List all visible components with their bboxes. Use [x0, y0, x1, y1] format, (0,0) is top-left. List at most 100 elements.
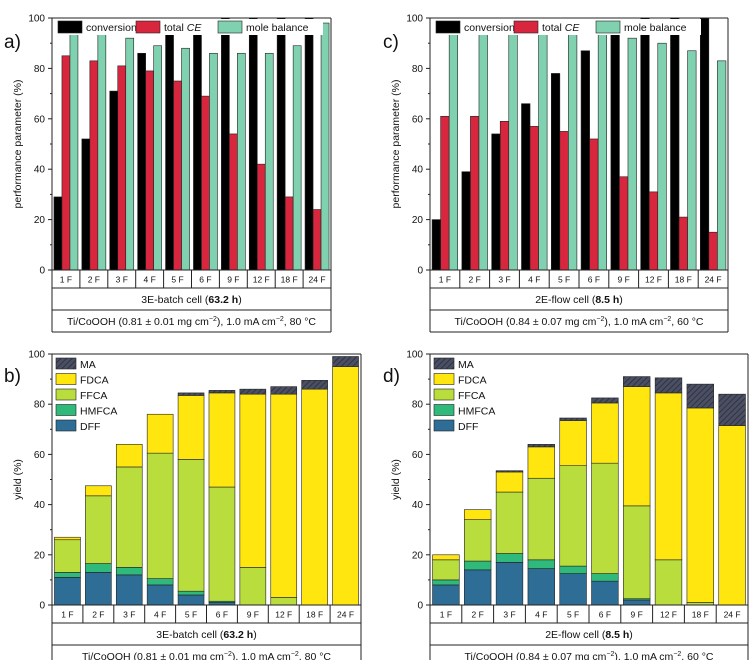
- x-tick-label: 24 F: [705, 275, 722, 285]
- segment-ffca: [177, 459, 205, 592]
- segment-dff: [559, 573, 587, 606]
- bar-conversion: [461, 171, 471, 271]
- segment-fdca: [239, 393, 267, 568]
- bar-conversion: [304, 17, 314, 271]
- segment-ffca: [54, 539, 81, 573]
- legend: MA FDCA FFCA HMFCA DFF: [55, 357, 117, 433]
- y-tick-label: 80: [412, 64, 424, 75]
- bar-total-ce: [89, 60, 99, 271]
- x-axis-label: 2E-flow cell (8.5 h): [535, 294, 623, 306]
- legend-label: FDCA: [458, 375, 487, 387]
- segment-dff: [146, 584, 174, 606]
- segment-dff: [464, 569, 492, 606]
- legend-label: DFF: [80, 421, 100, 433]
- bar-conversion: [550, 73, 561, 271]
- bar-total-ce: [229, 133, 238, 271]
- legend-label: mole balance: [246, 22, 309, 34]
- bar-mole-balance: [97, 30, 107, 271]
- legend-swatch: [433, 419, 455, 432]
- legend-label: conversion: [464, 22, 515, 34]
- y-tick-label: 80: [34, 400, 46, 411]
- bar-mole-balance: [292, 45, 302, 271]
- x-tick-label: 18 F: [675, 275, 692, 285]
- x-tick-label: 24 F: [309, 275, 326, 285]
- bar-total-ce: [173, 80, 182, 271]
- bar-total-ce: [201, 95, 210, 271]
- y-tick-label: 40: [34, 500, 46, 511]
- y-tick-label: 100: [28, 350, 45, 361]
- x-tick-label: 9 F: [631, 610, 643, 620]
- x-tick-label: 4 F: [154, 610, 166, 620]
- segment-ma: [718, 393, 746, 426]
- y-tick-label: 20: [412, 215, 424, 226]
- segment-fdca: [177, 395, 205, 460]
- segment-fdca: [527, 446, 555, 479]
- bar-total-ce: [678, 216, 688, 271]
- panel-a: a) performance parameter (%) 0 20 40 60 80 100 1…: [4, 14, 332, 333]
- condition-label: Ti/CoOOH (0.84 ± 0.07 mg cm−2), 1.0 mA c…: [464, 651, 713, 660]
- bar-conversion: [610, 22, 620, 271]
- y-tick-label: 20: [34, 215, 46, 226]
- x-tick-label: 2 F: [88, 275, 100, 285]
- x-tick-label: 9 F: [618, 275, 630, 285]
- x-tick-label: 1 F: [439, 275, 451, 285]
- y-axis-label: performance parameter (%): [390, 80, 402, 209]
- x-tick-label: 3 F: [503, 610, 515, 620]
- bar-total-ce: [284, 196, 294, 271]
- condition-label: Ti/CoOOH (0.84 ± 0.07 mg cm−2), 1.0 mA c…: [454, 316, 703, 328]
- bar-mole-balance: [568, 27, 578, 271]
- segment-ma: [301, 380, 328, 390]
- x-tick-label: 1 F: [61, 610, 73, 620]
- bar-mole-balance: [687, 50, 697, 271]
- segment-ma: [654, 377, 683, 394]
- bar-conversion: [276, 17, 286, 271]
- segment-fdca: [464, 509, 492, 520]
- x-tick-label: 6 F: [599, 610, 611, 620]
- y-axis-label: performance parameter (%): [12, 80, 24, 209]
- segment-hmfca: [527, 559, 555, 569]
- segment-dff: [85, 572, 112, 606]
- segment-fdca: [718, 425, 746, 606]
- x-tick-label: 12 F: [660, 610, 677, 620]
- segment-fdca: [85, 485, 112, 497]
- segment-ma: [208, 390, 236, 394]
- panel-letter: a): [4, 32, 21, 53]
- bar-total-ce: [559, 131, 569, 271]
- segment-ffca: [115, 466, 143, 568]
- x-tick-label: 6 F: [199, 275, 211, 285]
- bar-total-ce: [619, 176, 629, 271]
- x-tick-label: 1 F: [440, 610, 452, 620]
- x-tick-label: 6 F: [216, 610, 228, 620]
- legend: conversion total CE mole balance: [55, 19, 323, 35]
- segment-ma: [495, 470, 524, 473]
- y-tick-label: 0: [39, 601, 45, 612]
- segment-ffca: [85, 495, 112, 564]
- segment-ffca: [527, 477, 555, 561]
- legend-swatch: [55, 404, 77, 416]
- segment-ffca: [591, 462, 619, 574]
- bar-mole-balance: [627, 37, 637, 271]
- segment-fdca: [270, 393, 298, 598]
- segment-ma: [527, 444, 555, 448]
- legend-swatch: [55, 357, 77, 370]
- segment-fdca: [591, 402, 619, 464]
- segment-ffca: [623, 505, 651, 600]
- bar-mole-balance: [264, 52, 274, 271]
- bar-mole-balance: [237, 52, 246, 271]
- bar-mole-balance: [320, 22, 330, 271]
- legend-label: MA: [80, 359, 96, 371]
- segment-ffca: [146, 452, 174, 579]
- segment-fdca: [623, 386, 651, 507]
- legend-label: FFCA: [458, 390, 485, 402]
- x-axis-label: 3E-batch cell (63.2 h): [141, 294, 241, 306]
- bar-total-ce: [256, 163, 266, 271]
- y-tick-label: 20: [412, 550, 424, 561]
- segment-fdca: [146, 413, 174, 454]
- x-tick-label: 5 F: [567, 610, 579, 620]
- bar-conversion: [165, 30, 174, 271]
- bar-mole-balance: [209, 52, 218, 271]
- legend-label: DFF: [458, 421, 478, 433]
- bar-total-ce: [648, 191, 659, 271]
- legend-swatch: [135, 20, 161, 34]
- bar-conversion: [248, 17, 258, 271]
